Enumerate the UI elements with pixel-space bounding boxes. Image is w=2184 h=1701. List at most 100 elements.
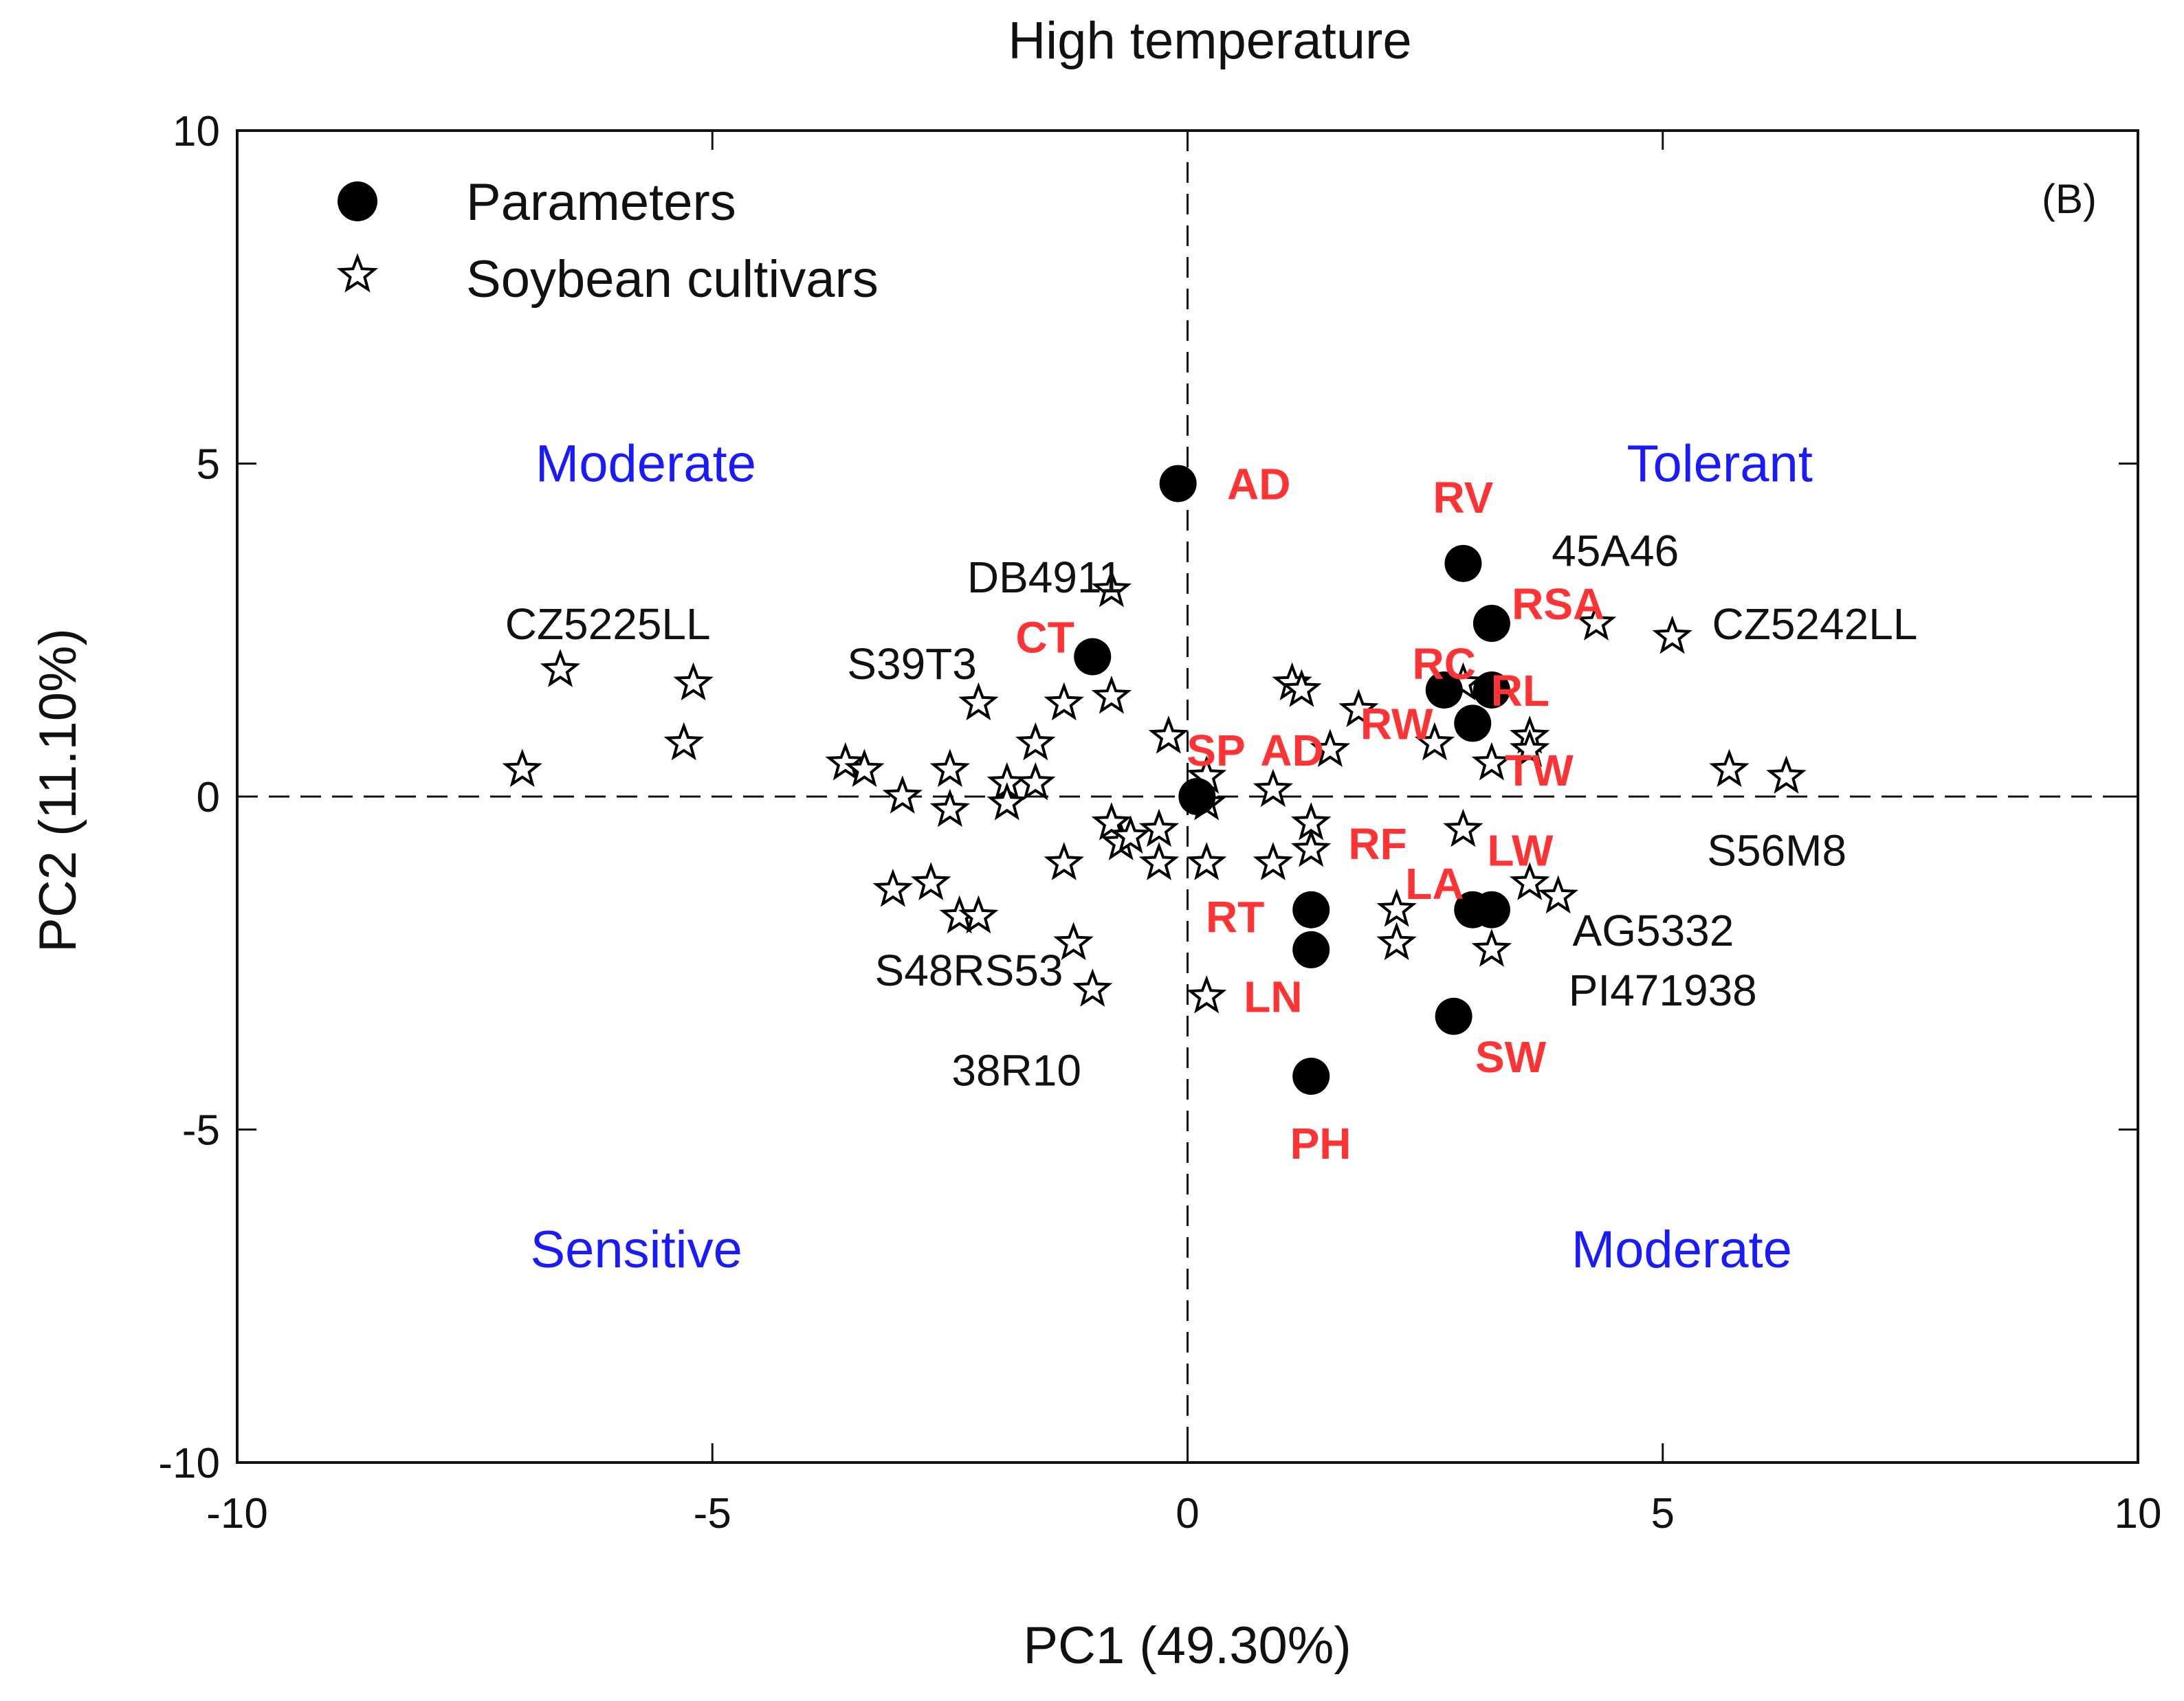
cultivar-point xyxy=(1310,729,1351,768)
cultivar-point xyxy=(825,742,866,781)
cultivar-point xyxy=(1338,689,1379,727)
x-tick-label: 0 xyxy=(1176,1490,1199,1537)
x-tick-label: 5 xyxy=(1651,1490,1675,1537)
parameter-label: PH xyxy=(1290,1119,1352,1168)
cultivar-point xyxy=(1766,755,1807,794)
parameter-label: AD xyxy=(1227,460,1290,509)
cultivar-point xyxy=(1576,602,1617,641)
quadrant-label-top-right: Tolerant xyxy=(1627,435,1813,493)
x-axis-label: PC1 (49.30%) xyxy=(1023,1616,1351,1675)
legend-cultivars-label: Soybean cultivars xyxy=(466,250,879,309)
cultivar-point xyxy=(1290,828,1332,867)
cultivar-point xyxy=(1376,888,1417,927)
cultivar-point xyxy=(844,748,885,788)
parameter-label: RF xyxy=(1348,819,1407,869)
cultivar-point xyxy=(1091,568,1132,608)
parameter-point xyxy=(1472,891,1510,929)
cultivar-point xyxy=(1253,842,1294,880)
cultivar-point xyxy=(929,748,971,788)
legend-parameters-label: Parameters xyxy=(466,173,736,232)
cultivar-point xyxy=(1072,968,1113,1007)
cultivar-point xyxy=(673,662,714,701)
parameter-label: AD xyxy=(1260,726,1323,775)
cultivar-point xyxy=(1138,842,1180,880)
cultivar-label: 38R10 xyxy=(951,1045,1081,1095)
panel-label: (B) xyxy=(2042,176,2097,222)
parameter-point xyxy=(1292,1057,1330,1095)
cultivar-point xyxy=(540,649,581,687)
y-axis-ticks: -10 -5 0 5 10 xyxy=(158,108,2138,1487)
x-tick-label: -10 xyxy=(206,1490,268,1537)
cultivar-point xyxy=(1053,922,1094,961)
parameter-points xyxy=(1074,465,1510,1095)
parameter-label: TW xyxy=(1505,746,1574,795)
cultivar-point xyxy=(1110,815,1151,854)
parameter-point xyxy=(1444,544,1482,582)
cultivar-point xyxy=(1652,615,1692,654)
legend: Parameters Soybean cultivars xyxy=(336,173,879,309)
x-tick-label: 10 xyxy=(2115,1490,2162,1537)
cultivar-point xyxy=(1015,761,1056,801)
parameter-point xyxy=(1472,605,1510,643)
cultivar-label: S56M8 xyxy=(1707,826,1846,876)
cultivar-labels: CZ5225LL DB4911 S39T3 45A46 CZ5242LL S56M8 AG5… xyxy=(505,526,1918,1095)
legend-cultivars-marker xyxy=(336,253,379,293)
cultivar-point xyxy=(1044,842,1085,880)
cultivar-point xyxy=(1138,808,1180,847)
cultivar-point xyxy=(1281,669,1322,707)
cultivar-point xyxy=(663,722,705,761)
y-tick-label: 0 xyxy=(197,774,220,821)
cultivar-point xyxy=(1471,742,1512,781)
cultivar-point xyxy=(910,862,951,900)
x-tick-label: -5 xyxy=(694,1490,731,1537)
cultivar-point xyxy=(1443,808,1483,847)
cultivar-point xyxy=(958,895,999,934)
y-tick-label: 5 xyxy=(197,441,220,489)
cultivar-label: S39T3 xyxy=(847,639,977,689)
quadrant-labels: Moderate Tolerant Sensitive Moderate xyxy=(530,435,1812,1279)
cultivar-label: CZ5242LL xyxy=(1712,599,1918,649)
cultivar-point xyxy=(1709,748,1750,788)
cultivar-point xyxy=(1538,875,1578,914)
chart-title: High temperature xyxy=(1008,12,1411,70)
parameter-label: RV xyxy=(1433,473,1494,522)
cultivar-point xyxy=(1253,768,1294,808)
cultivar-point xyxy=(958,682,999,721)
cultivar-point xyxy=(1509,862,1550,900)
cultivar-point xyxy=(1414,722,1455,761)
cultivar-points xyxy=(502,568,1807,1014)
cultivar-point xyxy=(929,788,971,827)
y-axis-label: PC2 (11.10%) xyxy=(29,628,87,953)
parameter-point xyxy=(1178,778,1216,815)
cultivar-point xyxy=(1186,842,1227,880)
parameter-label: LN xyxy=(1244,972,1302,1022)
cultivar-point xyxy=(986,781,1028,821)
cultivar-label: CZ5225LL xyxy=(505,599,711,649)
cultivar-label: DB4911 xyxy=(967,553,1123,602)
parameter-label: RT xyxy=(1206,892,1264,942)
cultivar-label: S48RS53 xyxy=(875,946,1063,995)
parameter-label: RL xyxy=(1491,666,1549,715)
parameter-point xyxy=(1292,891,1330,929)
x-axis-ticks: -10 -5 0 5 10 xyxy=(206,131,2161,1537)
cultivar-point xyxy=(1509,729,1550,768)
cultivar-point xyxy=(872,868,914,907)
cultivar-point xyxy=(1471,929,1512,967)
parameter-label: LW xyxy=(1487,826,1554,876)
parameter-label: RSA xyxy=(1512,579,1604,629)
cultivar-point xyxy=(502,748,542,788)
parameter-labels: AD RV RSA CT RC RL RW SP AD TW RF LW LA RT LN SW PH xyxy=(1015,460,1604,1168)
parameter-point xyxy=(1435,997,1472,1035)
cultivar-point xyxy=(882,775,923,814)
cultivar-label: AG5332 xyxy=(1573,906,1734,955)
parameter-label: LA xyxy=(1405,859,1464,909)
cultivar-label: 45A46 xyxy=(1552,526,1679,575)
cultivar-point xyxy=(1091,676,1132,714)
parameter-point xyxy=(1472,671,1510,709)
cultivar-point xyxy=(1186,975,1227,1014)
cultivar-point xyxy=(1044,682,1085,721)
quadrant-label-bottom-left: Sensitive xyxy=(530,1221,742,1279)
parameter-label: SW xyxy=(1475,1032,1547,1082)
